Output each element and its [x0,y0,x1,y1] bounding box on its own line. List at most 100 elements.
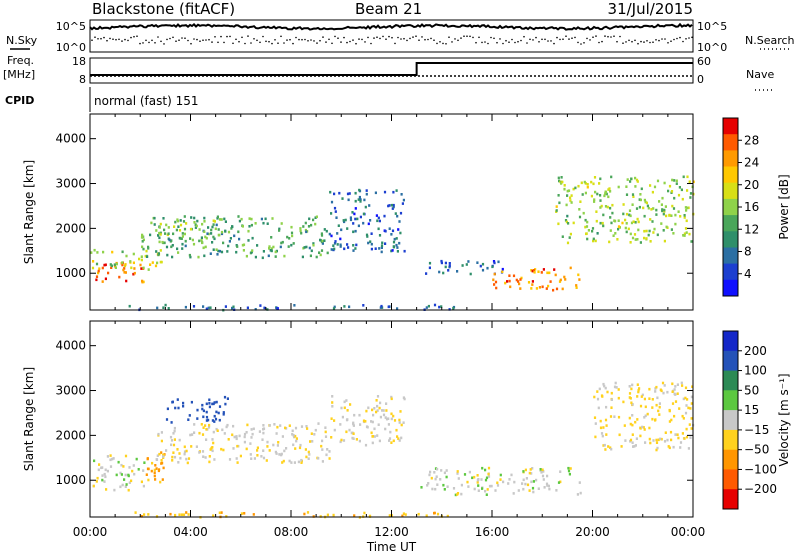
data-cell-r6 [613,385,617,389]
data-cell-r7 [363,511,366,515]
data-cell-r6 [607,445,610,448]
noise-search-dot [322,36,324,38]
data-cell-r0 [137,468,140,471]
data-cell-r4 [330,436,333,439]
data-cell-r5 [484,478,488,482]
data-cell-r1 [96,251,99,254]
data-cell-r5 [476,474,479,477]
data-cell-r2 [158,236,161,240]
data-cell-r5 [443,471,446,475]
noise-search-dot [478,36,480,39]
beam-label: Beam 21 [355,0,422,18]
data-cell-r4 [382,413,386,417]
data-cell-r0 [122,465,125,468]
data-cell-r7 [596,232,599,235]
data-cell-r2 [262,427,266,430]
data-cell-r2 [157,432,160,436]
data-cell-r7 [634,221,637,224]
data-cell-r4 [367,222,370,226]
data-cell-r3 [159,233,162,236]
data-cell-r5 [537,487,540,490]
data-cell-r4 [367,241,370,245]
data-cell-r2 [171,244,174,247]
data-cell-r6 [598,387,601,391]
data-cell-r2 [299,443,302,447]
data-cell-r4 [330,200,334,204]
data-cell-r5 [477,478,480,481]
data-cell-r7 [225,515,228,518]
noise-search-dot [604,35,606,37]
data-cell-r7 [629,232,632,236]
data-cell-r2 [243,440,246,444]
data-cell-r6 [689,436,692,439]
data-cell-r5 [532,480,535,483]
data-cell-r8 [440,305,443,308]
data-cell-r3 [176,219,180,223]
data-cell-r2 [225,425,228,429]
noise-search-dot [469,35,471,38]
data-cell-r2 [326,448,329,451]
data-cell-r2 [268,449,271,452]
noise-search-dot [454,38,456,40]
data-cell-r2 [179,237,182,240]
data-cell-r1 [138,257,141,261]
data-cell-r2 [208,455,211,458]
data-cell-r2 [202,246,205,250]
data-cell-r8 [343,305,346,308]
data-cell-r2 [292,242,295,245]
data-cell-r4 [347,198,350,202]
data-cell-r6 [676,433,679,436]
noise-right-label: N.Search [745,34,795,47]
data-cell-r6 [644,405,647,409]
data-cell-r1 [146,467,150,471]
data-cell-r4 [354,217,357,221]
data-cell-r7 [655,208,658,212]
data-cell-r2 [247,239,250,242]
data-cell-r2 [281,435,284,438]
noise-search-dot [97,38,99,40]
data-cell-r5 [476,261,479,264]
noise-search-dot [130,36,132,39]
noise-search-dot [550,40,552,42]
data-cell-r5 [428,261,432,265]
data-cell-r7 [578,215,582,219]
noise-search-dot [652,41,654,43]
data-cell-r4 [384,242,387,245]
data-cell-r7 [625,222,628,225]
data-cell-r2 [262,431,265,435]
data-cell-r6 [623,424,626,427]
data-cell-r7 [625,185,628,188]
data-cell-r2 [177,225,180,228]
data-cell-r4 [377,216,380,220]
data-cell-r4 [373,427,376,431]
noise-search-dots [91,35,693,45]
data-cell-r7 [598,182,601,185]
data-cell-r7 [647,233,650,237]
data-cell-r6 [662,391,665,395]
data-cell-r6 [548,271,551,275]
data-cell-r2 [230,227,233,230]
noise-search-dot [277,42,279,44]
data-cell-r6 [682,417,685,420]
colorbar-swatch [723,390,738,411]
data-cell-r7 [586,183,589,186]
data-cell-r7 [563,184,566,187]
noise-search-dot [637,42,639,45]
data-cell-r2 [159,231,162,235]
data-cell-r6 [602,444,605,447]
data-cell-r6 [640,395,643,398]
data-cell-r1 [95,262,99,266]
data-cell-r5 [525,477,528,480]
data-cell-r5 [496,484,500,487]
data-cell-r2 [250,457,253,460]
noise-search-dot [511,38,513,41]
data-cell-r2 [186,461,189,465]
data-cell-r4 [388,439,391,442]
noise-left-tick-high: 10^5 [56,20,86,33]
data-cell-r0 [95,480,98,483]
data-cell-r4 [358,413,361,417]
data-cell-r2 [201,222,204,226]
data-cell-r5 [467,260,470,263]
data-cell-r6 [685,435,689,439]
data-cell-r2 [256,244,259,247]
